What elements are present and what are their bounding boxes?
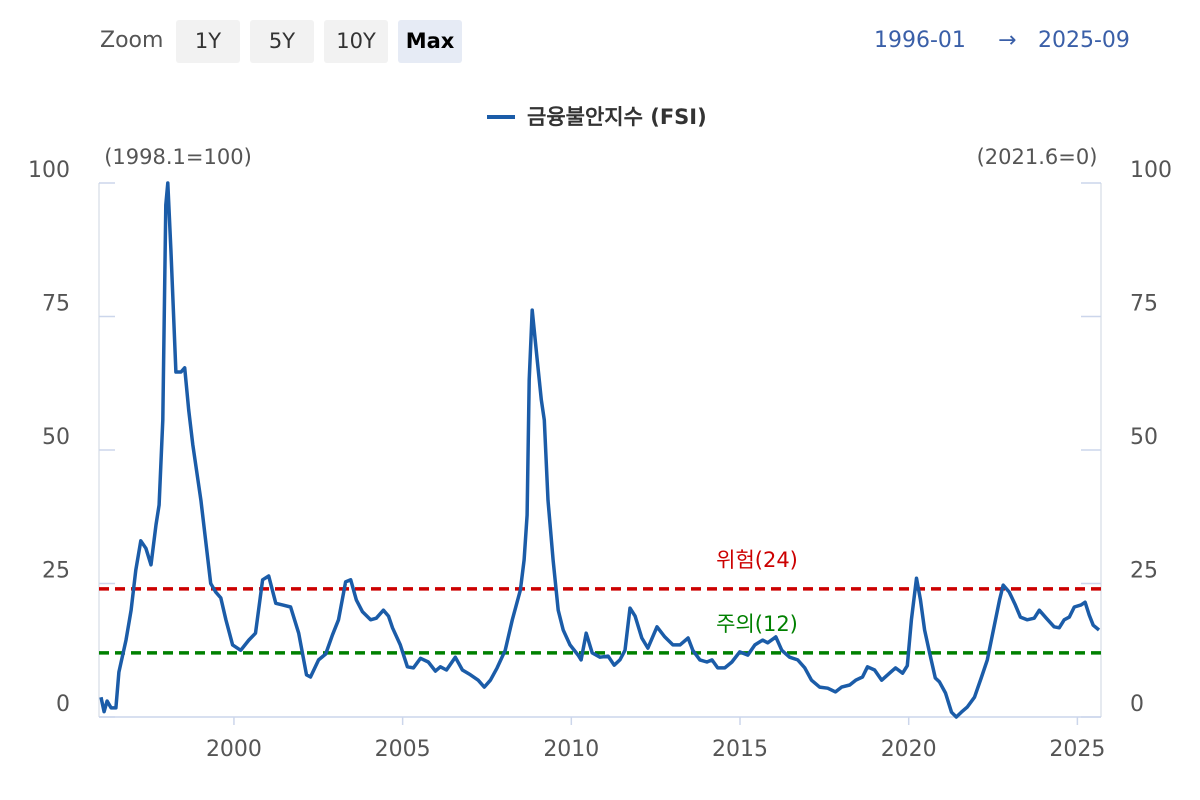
y2-tick-label: 25 [1130, 559, 1158, 584]
x-tick-label: 2025 [1049, 737, 1105, 762]
range-end[interactable]: 2025-09 [1038, 28, 1130, 53]
x-tick-label: 2000 [206, 737, 262, 762]
y2-tick-label: 0 [1130, 692, 1144, 717]
zoom-button[interactable]: 1Y [176, 20, 240, 63]
y2-axis-label: (2021.6=0) [977, 145, 1098, 169]
y2-tick-label: 75 [1130, 292, 1158, 317]
zoom-button[interactable]: 5Y [250, 20, 314, 63]
zoom-button[interactable]: Max [398, 20, 462, 63]
range-arrow: → [998, 28, 1017, 53]
zoom-button[interactable]: 10Y [324, 20, 388, 63]
x-tick-label: 2010 [543, 737, 599, 762]
reference-label: 주의(12) [716, 612, 798, 636]
x-tick-label: 2020 [881, 737, 937, 762]
x-tick-label: 2005 [375, 737, 431, 762]
y-tick-label: 25 [42, 559, 70, 584]
toolbar: Zoom 1996-01 → 2025-09 1Y 5Y 10Y Max [0, 0, 1200, 80]
y-tick-label: 0 [56, 692, 70, 717]
series-line [99, 181, 1101, 719]
y-axis-label: (1998.1=100) [104, 145, 252, 169]
y-tick-label: 75 [42, 292, 70, 317]
y-tick-label: 50 [42, 425, 70, 450]
x-tick-label: 2015 [712, 737, 768, 762]
range-start[interactable]: 1996-01 [874, 28, 966, 53]
zoom-label: Zoom [100, 28, 164, 53]
y-tick-label: 100 [28, 158, 70, 183]
y2-tick-label: 100 [1130, 158, 1172, 183]
legend-label: 금융불안지수 (FSI) [527, 105, 707, 129]
reference-label: 위험(24) [716, 548, 798, 572]
y2-tick-label: 50 [1130, 425, 1158, 450]
